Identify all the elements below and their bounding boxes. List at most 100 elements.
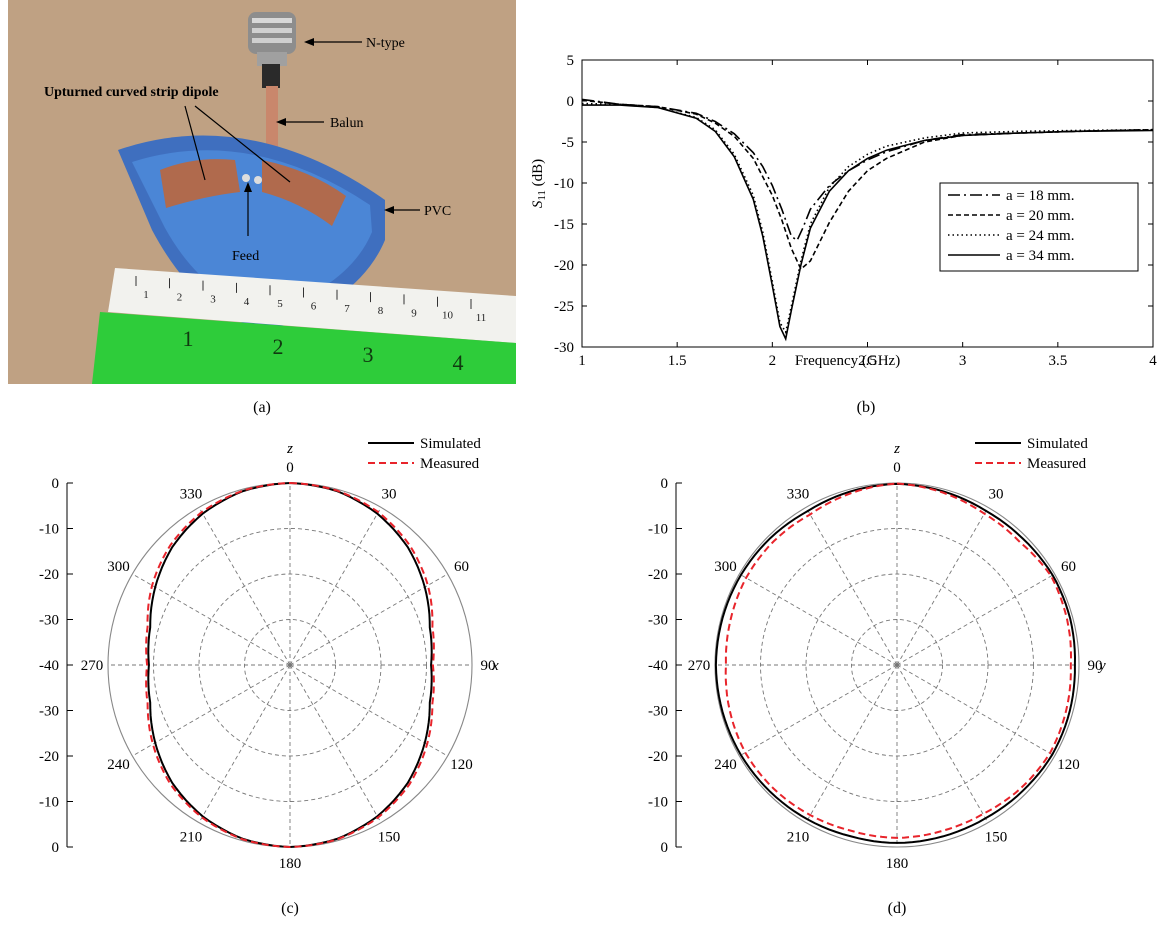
ruler-top-number: 8	[378, 305, 384, 317]
angle-label: 330	[787, 487, 810, 503]
ruler-top-number: 1	[143, 289, 149, 301]
caption-a: (a)	[253, 399, 271, 416]
grid-spoke	[132, 664, 291, 757]
ruler-top-number: 5	[277, 298, 283, 310]
angle-label: 90	[481, 658, 496, 674]
angle-label: 330	[180, 487, 203, 503]
ruler-bottom-number: 4	[453, 350, 464, 375]
legend-label: Measured	[1027, 456, 1087, 472]
x-tick-label: 2.5	[858, 353, 877, 369]
x-tick-label: 1.5	[668, 353, 687, 369]
chart-s11: 1 1.5 2 2.5 3 3.5 4 5 0 -5 -10 -15 -20 -25 -30 Frequenc…	[530, 53, 1157, 369]
chart-polar-d: 0 30 60 90 120 150 180 210 240 270 300 330 z y 0 -10 -20…	[648, 436, 1106, 872]
callout-dipole: Upturned curved strip dipole	[44, 85, 219, 100]
y-tick-label: -30	[554, 340, 574, 356]
callout-balun: Balun	[330, 116, 363, 131]
grid-spoke	[805, 664, 898, 823]
radial-tick-label: -30	[39, 613, 59, 629]
angle-label: 90	[1088, 658, 1103, 674]
ruler-top-number: 2	[177, 291, 183, 303]
grid-spoke	[896, 573, 1055, 666]
axis-top-label: z	[893, 441, 900, 457]
caption-c: (c)	[281, 900, 299, 917]
ruler-bottom-number: 2	[273, 334, 284, 359]
ruler-top-number: 7	[344, 303, 350, 315]
legend-label: a = 18 mm.	[1006, 188, 1074, 204]
legend-label: Simulated	[1027, 436, 1088, 452]
grid-spoke	[896, 664, 989, 823]
chart-polar-c: 0 30 60 90 120 150 180 210 240 270 300 330 z x 0 -10 -20…	[39, 436, 499, 872]
angle-label: 60	[454, 559, 469, 575]
radial-tick-label: -10	[39, 522, 59, 538]
grid-spoke	[289, 664, 448, 757]
radial-tick-label: -30	[39, 704, 59, 720]
radial-tick-label: 0	[52, 476, 60, 492]
angle-label: 180	[886, 856, 909, 872]
ruler-top-number: 9	[411, 307, 417, 319]
ruler-top-number: 4	[244, 296, 250, 308]
legend-label: a = 20 mm.	[1006, 208, 1074, 224]
angle-label: 120	[1057, 757, 1080, 773]
radial-tick-label: 0	[661, 476, 669, 492]
ruler-bottom-numbers: 1 2 3 4	[183, 326, 464, 375]
radial-tick-label: 0	[52, 840, 60, 856]
x-axis-label: Frequency (GHz)	[795, 353, 900, 369]
y-tick-label: -15	[554, 217, 574, 233]
grid-spoke	[805, 507, 898, 666]
radial-tick-label: -10	[39, 795, 59, 811]
radial-tick-label: -10	[648, 795, 668, 811]
radial-tick-label: -20	[39, 567, 59, 583]
ruler-top-number: 6	[311, 301, 317, 313]
y-tick-label: -5	[562, 135, 575, 151]
angle-label: 270	[688, 658, 711, 674]
y-tick-label: 0	[567, 94, 575, 110]
y-tick-label: -10	[554, 176, 574, 192]
angle-label: 300	[107, 559, 130, 575]
legend-label: a = 24 mm.	[1006, 228, 1074, 244]
y-axis-label: S11 (dB)	[530, 159, 548, 208]
grid-spoke	[739, 664, 898, 757]
x-tick-label: 1	[578, 353, 586, 369]
caption-d: (d)	[888, 900, 907, 917]
axis-side-label: y	[1097, 658, 1106, 674]
grid-spoke	[896, 664, 1055, 757]
grid-spoke	[132, 573, 291, 666]
radial-tick-label: -30	[648, 704, 668, 720]
x-tick-label: 3.5	[1048, 353, 1067, 369]
angle-label: 300	[714, 559, 737, 575]
radial-tick-label: -20	[39, 749, 59, 765]
feed-point	[242, 174, 250, 182]
grid-spoke	[198, 664, 291, 823]
radial-tick-label: -20	[648, 749, 668, 765]
angle-label: 150	[378, 829, 401, 845]
grid-spoke	[289, 507, 382, 666]
x-tick-label: 2	[769, 353, 777, 369]
ruler-bottom-number: 1	[183, 326, 194, 351]
grid-spoke	[289, 573, 448, 666]
ruler-top-numbers: 1 2 3 4 5 6 7 8 9 10 11	[135, 276, 487, 324]
angle-label: 0	[286, 460, 294, 476]
legend	[939, 182, 1139, 272]
x-tick-label: 3	[959, 353, 967, 369]
ruler-bottom-number: 3	[363, 342, 374, 367]
grid-spoke	[896, 507, 989, 666]
angle-label: 60	[1061, 559, 1076, 575]
callout-feed: Feed	[232, 249, 259, 264]
x-tick-label: 4	[1149, 353, 1157, 369]
y-tick-label: -20	[554, 258, 574, 274]
legend-label: a = 34 mm.	[1006, 248, 1074, 264]
series-line	[581, 102, 1154, 335]
grid-spoke	[198, 507, 291, 666]
ruler-top-number: 11	[476, 312, 487, 324]
pattern-curve	[724, 482, 1073, 839]
angle-label: 30	[382, 487, 397, 503]
radial-tick-label: 0	[661, 840, 669, 856]
angle-label: 240	[107, 757, 130, 773]
legend-label: Simulated	[420, 436, 481, 452]
ruler-green	[92, 312, 516, 384]
callout-pvc: PVC	[424, 204, 451, 219]
ruler-white	[108, 268, 516, 343]
